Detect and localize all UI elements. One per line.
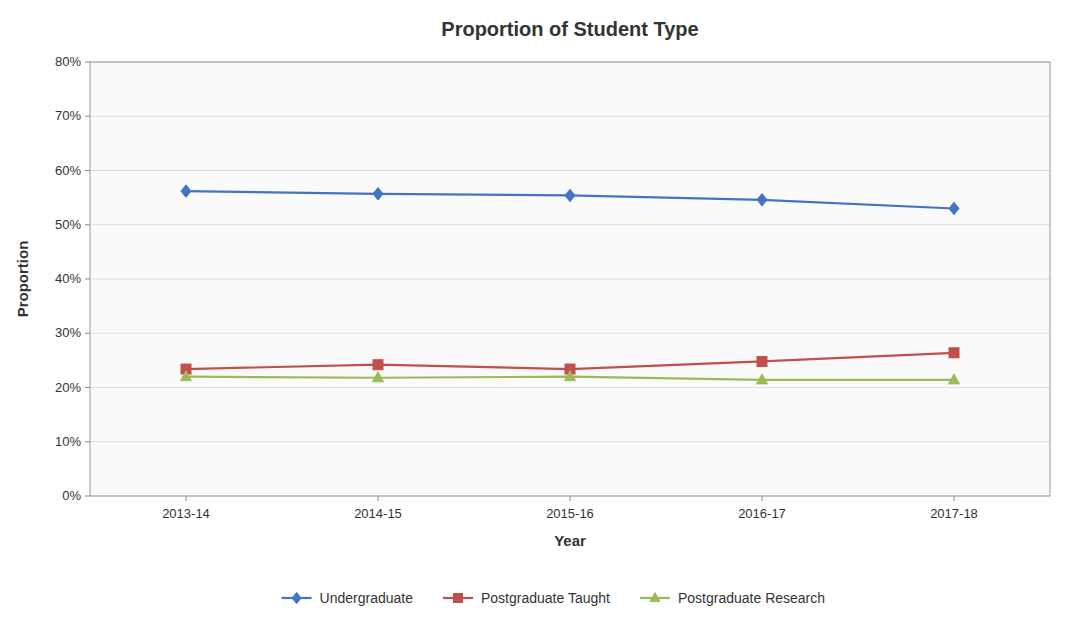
y-tick-label: 80% bbox=[55, 54, 81, 69]
x-tick bbox=[378, 496, 379, 501]
y-tick bbox=[85, 116, 90, 117]
y-tick-label: 70% bbox=[55, 108, 81, 123]
grid-line bbox=[90, 441, 1050, 442]
x-tick-label: 2016-17 bbox=[738, 506, 786, 521]
legend-label: Postgraduate Taught bbox=[481, 590, 610, 606]
y-tick bbox=[85, 333, 90, 334]
grid-line bbox=[90, 279, 1050, 280]
x-tick bbox=[570, 496, 571, 501]
point-marker bbox=[949, 374, 960, 384]
grid-line bbox=[90, 333, 1050, 334]
legend-marker bbox=[650, 593, 660, 602]
point-marker bbox=[757, 356, 767, 366]
x-tick bbox=[954, 496, 955, 501]
x-tick bbox=[186, 496, 187, 501]
point-marker bbox=[949, 348, 959, 358]
point-marker bbox=[757, 194, 767, 207]
y-tick-label: 40% bbox=[55, 271, 81, 286]
y-tick-label: 20% bbox=[55, 380, 81, 395]
y-axis-label: Proportion bbox=[14, 241, 31, 318]
point-marker bbox=[373, 372, 384, 382]
legend-item: Undergraduate bbox=[282, 590, 414, 606]
chart-container: 0% 10% 20% 30% 40% 50% 60% 70% 80% 2013-14 2014-15… bbox=[0, 0, 1080, 626]
x-tick-label: 2013-14 bbox=[162, 506, 210, 521]
legend-item: Postgraduate Taught bbox=[443, 590, 610, 606]
x-tick-label: 2015-16 bbox=[546, 506, 594, 521]
point-marker bbox=[181, 185, 191, 198]
y-tick-label: 0% bbox=[62, 488, 81, 503]
y-tick-label: 30% bbox=[55, 325, 81, 340]
y-tick bbox=[85, 224, 90, 225]
x-axis-label: Year bbox=[554, 532, 586, 549]
x-tick bbox=[762, 496, 763, 501]
grid-line bbox=[90, 224, 1050, 225]
y-tick bbox=[85, 279, 90, 280]
legend-label: Postgraduate Research bbox=[678, 590, 825, 606]
point-marker bbox=[757, 374, 768, 384]
point-marker bbox=[181, 371, 192, 381]
legend-marker bbox=[454, 594, 463, 603]
point-marker bbox=[373, 188, 383, 201]
y-tick-label: 50% bbox=[55, 217, 81, 232]
point-marker bbox=[949, 202, 959, 215]
plot-frame bbox=[90, 62, 1050, 496]
point-marker bbox=[565, 189, 575, 202]
y-tick bbox=[85, 170, 90, 171]
plot-background bbox=[90, 62, 1050, 496]
y-tick-label: 60% bbox=[55, 163, 81, 178]
x-tick-label: 2014-15 bbox=[354, 506, 402, 521]
point-marker bbox=[565, 371, 576, 381]
legend-label: Undergraduate bbox=[320, 590, 414, 606]
legend-marker bbox=[292, 592, 301, 603]
chart-svg: 0% 10% 20% 30% 40% 50% 60% 70% 80% 2013-14 2014-15… bbox=[0, 0, 1080, 626]
y-tick bbox=[85, 62, 90, 63]
point-marker bbox=[373, 360, 383, 370]
x-axis: 2013-14 2014-15 2015-16 2016-17 2017-18 bbox=[162, 496, 978, 521]
y-tick bbox=[85, 387, 90, 388]
legend: Undergraduate Postgraduate Taught Postgrad… bbox=[282, 590, 825, 606]
grid-line bbox=[90, 116, 1050, 117]
legend-item: Postgraduate Research bbox=[640, 590, 825, 606]
chart-title: Proportion of Student Type bbox=[441, 18, 698, 40]
grid-line bbox=[90, 387, 1050, 388]
y-tick-label: 10% bbox=[55, 434, 81, 449]
x-tick-label: 2017-18 bbox=[930, 506, 978, 521]
marks bbox=[181, 185, 960, 384]
y-axis: 0% 10% 20% 30% 40% 50% 60% 70% 80% bbox=[55, 54, 1050, 503]
y-tick bbox=[85, 441, 90, 442]
grid-line bbox=[90, 170, 1050, 171]
y-tick bbox=[85, 496, 90, 497]
